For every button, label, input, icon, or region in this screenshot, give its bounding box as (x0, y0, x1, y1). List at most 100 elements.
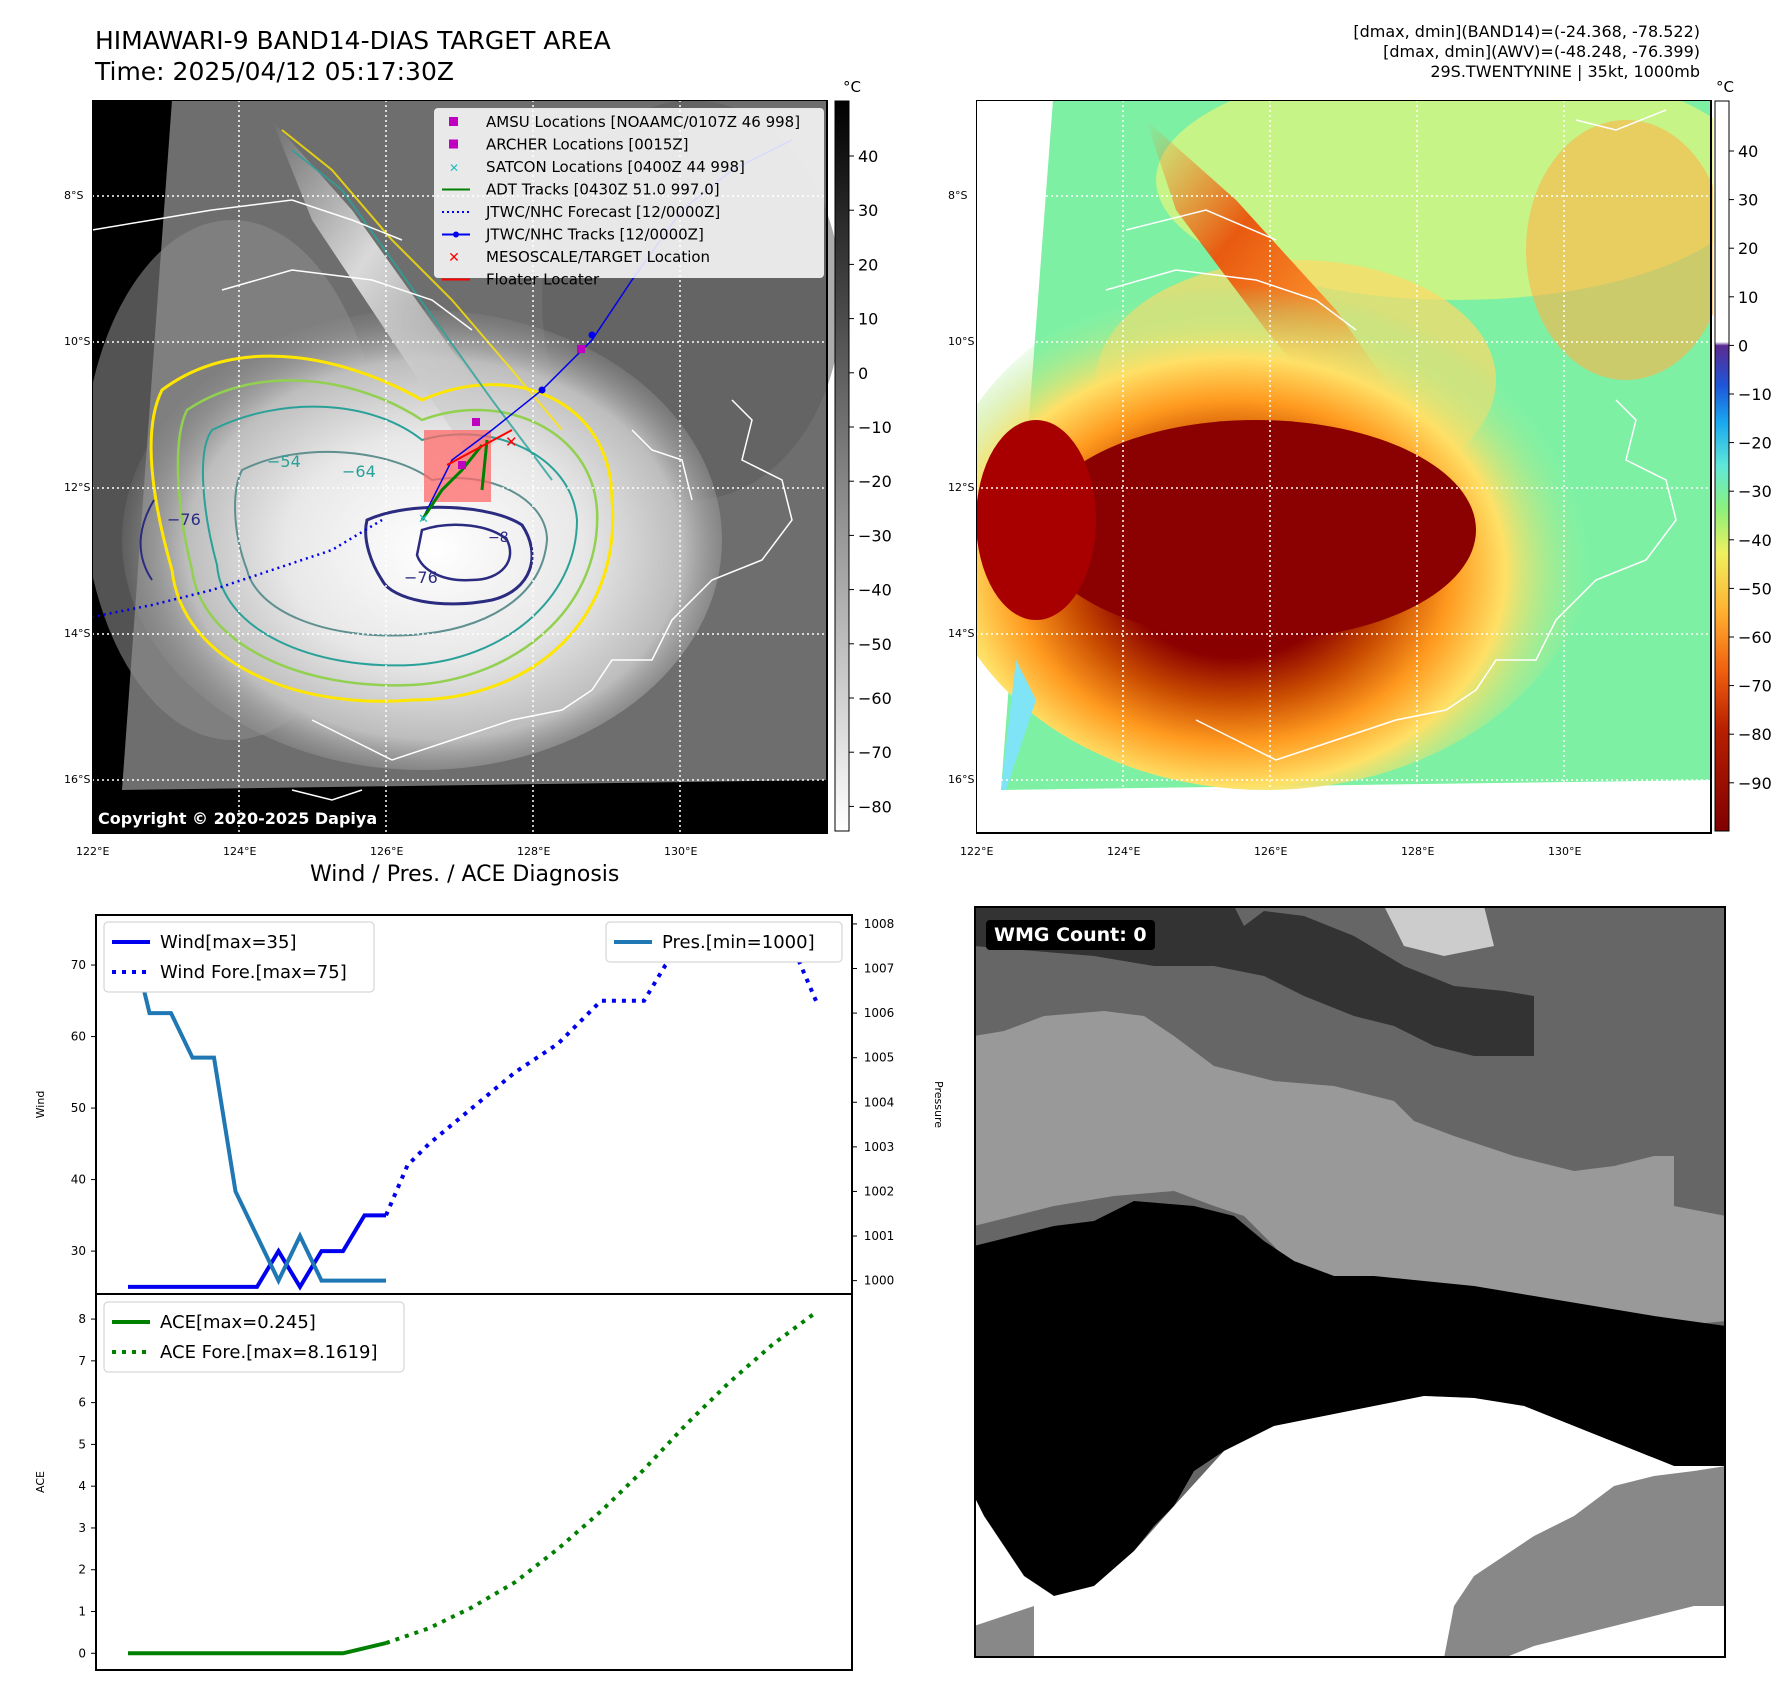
colorbar-tick-label: −70 (1738, 677, 1772, 696)
y-tick-label: 5 (78, 1437, 86, 1451)
colorbar-tick-label: −20 (858, 472, 892, 491)
legend-marker (453, 231, 459, 238)
y-tick-label: 6 (78, 1396, 86, 1410)
map-axis-label: 14°S (64, 627, 91, 640)
colorbar-tick-label: −40 (858, 581, 892, 600)
legend-entry: JTWC/NHC Forecast [12/0000Z] (442, 203, 720, 221)
y-tick-label: 60 (71, 1030, 86, 1044)
series-line (384, 927, 818, 1217)
y-axis-label: ACE (34, 1471, 47, 1493)
figure-time: Time: 2025/04/12 05:17:30Z (95, 57, 454, 86)
contour-label: −76 (404, 568, 438, 587)
legend-marker: ✕ (449, 161, 459, 175)
legend-label: Pres.[min=1000] (662, 932, 815, 953)
colorbar-tick-label: −30 (858, 526, 892, 545)
colorbar-tick-label: 30 (858, 201, 878, 220)
map-legend (434, 108, 824, 278)
figure-title: HIMAWARI-9 BAND14-DIAS TARGET AREA (95, 26, 611, 55)
y-tick-label: 40 (71, 1173, 86, 1187)
y-tick-label: 2 (78, 1563, 86, 1577)
map-axis-label: 10°S (948, 335, 975, 348)
y-tick-label: 50 (71, 1101, 86, 1115)
map-axis-label: 16°S (948, 773, 975, 786)
y-axis-label: Wind (34, 1091, 47, 1119)
chart-legend (605, 921, 843, 963)
ir-colorbar: 40 30 20 10 0 −10 −20 −30 −40 −50 −60 −70 −80 (834, 100, 892, 832)
y2-tick-label: 1001 (864, 1229, 895, 1243)
map-axis-label: 16°S (64, 773, 91, 786)
y-tick-label: 30 (71, 1244, 86, 1258)
legend-label: Wind[max=35] (160, 932, 297, 953)
legend-label: AMSU Locations [NOAAMC/0107Z 46 998] (486, 113, 800, 131)
contour-label: −8 (488, 530, 509, 546)
diagnosis-chart: 3040506070Wind10001001100210031004100510… (34, 914, 945, 1671)
colorbar-tick-label: −40 (1738, 531, 1772, 550)
colorbar-tick-label: 40 (858, 147, 878, 166)
y-tick-label: 70 (71, 958, 86, 972)
y2-tick-label: 1005 (864, 1051, 895, 1065)
map-axis-label: 124°E (1107, 845, 1141, 858)
wmg-map (974, 906, 1726, 1658)
legend-entry: Floater Locater (442, 271, 600, 289)
map-axis-label: 124°E (223, 845, 257, 858)
colorbar-tick-label: −90 (1738, 774, 1772, 793)
y2-tick-label: 1004 (864, 1095, 895, 1109)
svg-text:✕: ✕ (505, 433, 518, 451)
legend-label: ADT Tracks [0430Z 51.0 997.0] (486, 181, 720, 199)
map-axis-label: 128°E (517, 845, 551, 858)
contour-label: −54 (267, 452, 301, 471)
awv-colorbar-unit: °C (1716, 78, 1734, 96)
legend-marker: ✕ (448, 250, 460, 266)
wmg-count-badge: WMG Count: 0 (986, 920, 1155, 950)
map-axis-label: 12°S (64, 481, 91, 494)
legend-label: MESOSCALE/TARGET Location (486, 248, 710, 266)
y-tick-label: 4 (78, 1479, 86, 1493)
map-axis-label: 8°S (948, 189, 968, 202)
legend-label: ACE[max=0.245] (160, 1312, 316, 1333)
legend-label: SATCON Locations [0400Z 44 998] (486, 158, 745, 176)
colorbar-tick-label: −50 (1738, 579, 1772, 598)
colorbar-tick-label: −50 (858, 635, 892, 654)
series-line (126, 923, 386, 1286)
y2-tick-label: 1006 (864, 1006, 895, 1020)
colorbar-tick-label: −80 (1738, 725, 1772, 744)
series-line (128, 1641, 387, 1656)
diagnosis-title: Wind / Pres. / ACE Diagnosis (310, 862, 620, 887)
legend-entries: AMSU Locations [NOAAMC/0107Z 46 998] ARCH… (442, 113, 800, 289)
colorbar-tick-label: 0 (1738, 336, 1748, 355)
map-axis-label: 122°E (76, 845, 110, 858)
map-axis-label: 10°S (64, 335, 91, 348)
ir-colorbar-unit: °C (843, 78, 861, 96)
legend-entry: ARCHER Locations [0015Z] (449, 136, 689, 154)
colorbar-tick-label: 0 (858, 364, 868, 383)
map-axis-label: 8°S (64, 189, 84, 202)
map-axis-label: 130°E (1548, 845, 1582, 858)
colorbar-tick-label: −60 (1738, 628, 1772, 647)
map-axis-label: 12°S (948, 481, 975, 494)
legend-label: Floater Locater (486, 271, 600, 289)
colorbar-tick-label: 30 (1738, 191, 1758, 210)
map-axis-label: 14°S (948, 627, 975, 640)
map-axis-label: 126°E (1254, 845, 1288, 858)
legend-label: ACE Fore.[max=8.1619] (160, 1342, 378, 1363)
y-tick-label: 7 (78, 1354, 86, 1368)
awv-colorbar: 40 30 20 10 0 −10 −20 −30 −40 −50 −60 −70 −80 −90 (1714, 100, 1772, 832)
copyright-notice: Copyright © 2020-2025 Dapiya (98, 809, 378, 828)
legend-entry: ✕ MESOSCALE/TARGET Location (448, 248, 710, 266)
storm-info: 29S.TWENTYNINE | 35kt, 1000mb (1430, 62, 1700, 81)
colorbar-tick-label: −60 (858, 689, 892, 708)
colorbar-tick-label: −30 (1738, 482, 1772, 501)
svg-text:✕: ✕ (418, 512, 429, 527)
legend-marker (449, 139, 458, 149)
y-tick-label: 1 (78, 1605, 86, 1619)
y2-tick-label: 1000 (864, 1274, 895, 1288)
contour-label: −64 (342, 462, 376, 481)
contour-label: −76 (167, 510, 201, 529)
colorbar-tick-label: −20 (1738, 434, 1772, 453)
legend-marker (449, 117, 458, 126)
y-tick-label: 3 (78, 1521, 86, 1535)
legend-entry: AMSU Locations [NOAAMC/0107Z 46 998] (449, 113, 800, 131)
chart-legend (103, 1301, 405, 1373)
chart-frame (95, 1293, 853, 1671)
colorbar-tick-label: 20 (1738, 239, 1758, 258)
